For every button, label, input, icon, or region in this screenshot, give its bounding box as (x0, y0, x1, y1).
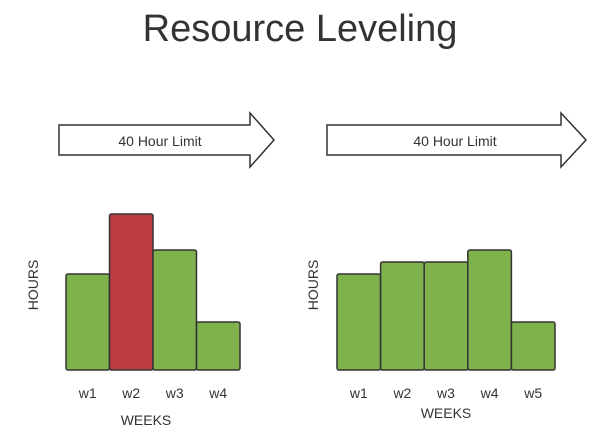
limit-arrow-label: 40 Hour Limit (413, 133, 496, 149)
x-tick-w1: w1 (349, 385, 368, 401)
limit-arrow-shape (58, 111, 276, 169)
bar-w1 (336, 273, 382, 371)
y-axis-label: HOURS (305, 260, 321, 311)
bar-w4 (195, 321, 241, 371)
chart-after-leveling: HOURS 40 Hour Limit w1 w2 w3 w4 w5 WEEKS (305, 111, 588, 421)
limit-arrow-label: 40 Hour Limit (118, 133, 201, 149)
bar-group (336, 249, 556, 371)
limit-arrow: 40 Hour Limit (58, 111, 276, 169)
x-tick-labels: w1 w2 w3 w4 w5 (349, 385, 543, 401)
limit-arrow: 40 Hour Limit (326, 111, 588, 169)
bar-w1 (65, 273, 111, 371)
x-tick-w2: w2 (121, 385, 140, 401)
x-axis-label: WEEKS (421, 405, 472, 421)
x-tick-labels: w1 w2 w3 w4 (78, 385, 228, 401)
bar-w3 (152, 249, 198, 371)
x-tick-w4: w4 (480, 385, 499, 401)
bar-group (65, 213, 241, 371)
y-axis-label: HOURS (25, 260, 41, 311)
x-tick-w4: w4 (208, 385, 227, 401)
bar-w4 (467, 249, 513, 371)
limit-arrow-shape (326, 111, 588, 169)
x-tick-w2: w2 (392, 385, 411, 401)
page-title: Resource Leveling (142, 8, 458, 50)
x-tick-w1: w1 (78, 385, 97, 401)
bar-w2 (379, 261, 425, 371)
x-tick-w5: w5 (523, 385, 542, 401)
bar-w5 (510, 321, 556, 371)
bar-w2 (108, 213, 154, 371)
x-tick-w3: w3 (436, 385, 455, 401)
chart-before-leveling: HOURS 40 Hour Limit w1 w2 w3 w4 WEEKS (25, 111, 276, 428)
x-tick-w3: w3 (165, 385, 184, 401)
bar-w3 (423, 261, 469, 371)
x-axis-label: WEEKS (121, 412, 172, 428)
